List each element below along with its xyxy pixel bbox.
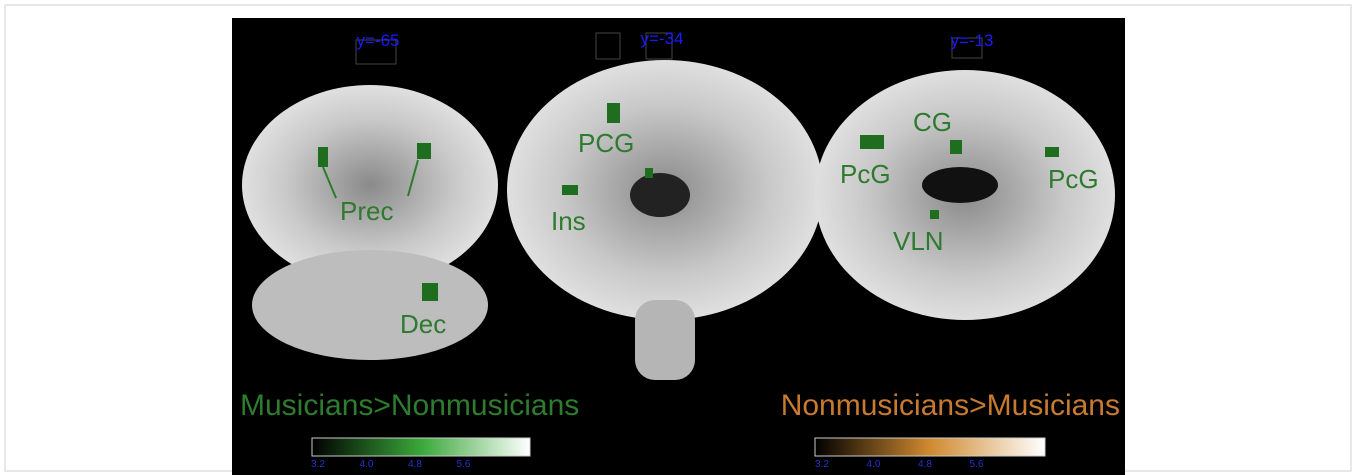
- region-label: CG: [913, 107, 952, 137]
- slice-label: y=-34: [641, 29, 684, 48]
- colorbar: [312, 438, 530, 456]
- region-label: PcG: [1048, 164, 1099, 194]
- colorbar-tick-label: 4.8: [408, 459, 422, 470]
- colorbar-tick-label: 4.0: [867, 459, 881, 470]
- region-label: PcG: [840, 159, 891, 189]
- region-label: Prec: [340, 196, 393, 226]
- colorbar-tick-label: 5.6: [970, 459, 984, 470]
- figure: y=-65 y=-34 y=-13 Prec Dec PCG Ins CG Pc…: [0, 0, 1357, 475]
- slice-label: y=-65: [357, 31, 400, 50]
- contrast-title: Nonmusicians>Musicians: [781, 389, 1120, 422]
- colorbar-tick-label: 3.2: [311, 459, 325, 470]
- colorbar-tick-label: 3.2: [815, 459, 829, 470]
- colorbar: [815, 438, 1045, 456]
- region-label: VLN: [893, 226, 944, 256]
- contrast-title: Musicians>Nonmusicians: [240, 389, 579, 422]
- colorbar-tick-label: 4.8: [918, 459, 932, 470]
- region-label: Ins: [551, 206, 586, 236]
- region-label: PCG: [578, 128, 634, 158]
- region-label: Dec: [400, 309, 446, 339]
- colorbar-tick-label: 5.6: [457, 459, 471, 470]
- colorbar-tick-label: 4.0: [360, 459, 374, 470]
- slice-label: y=-13: [951, 31, 994, 50]
